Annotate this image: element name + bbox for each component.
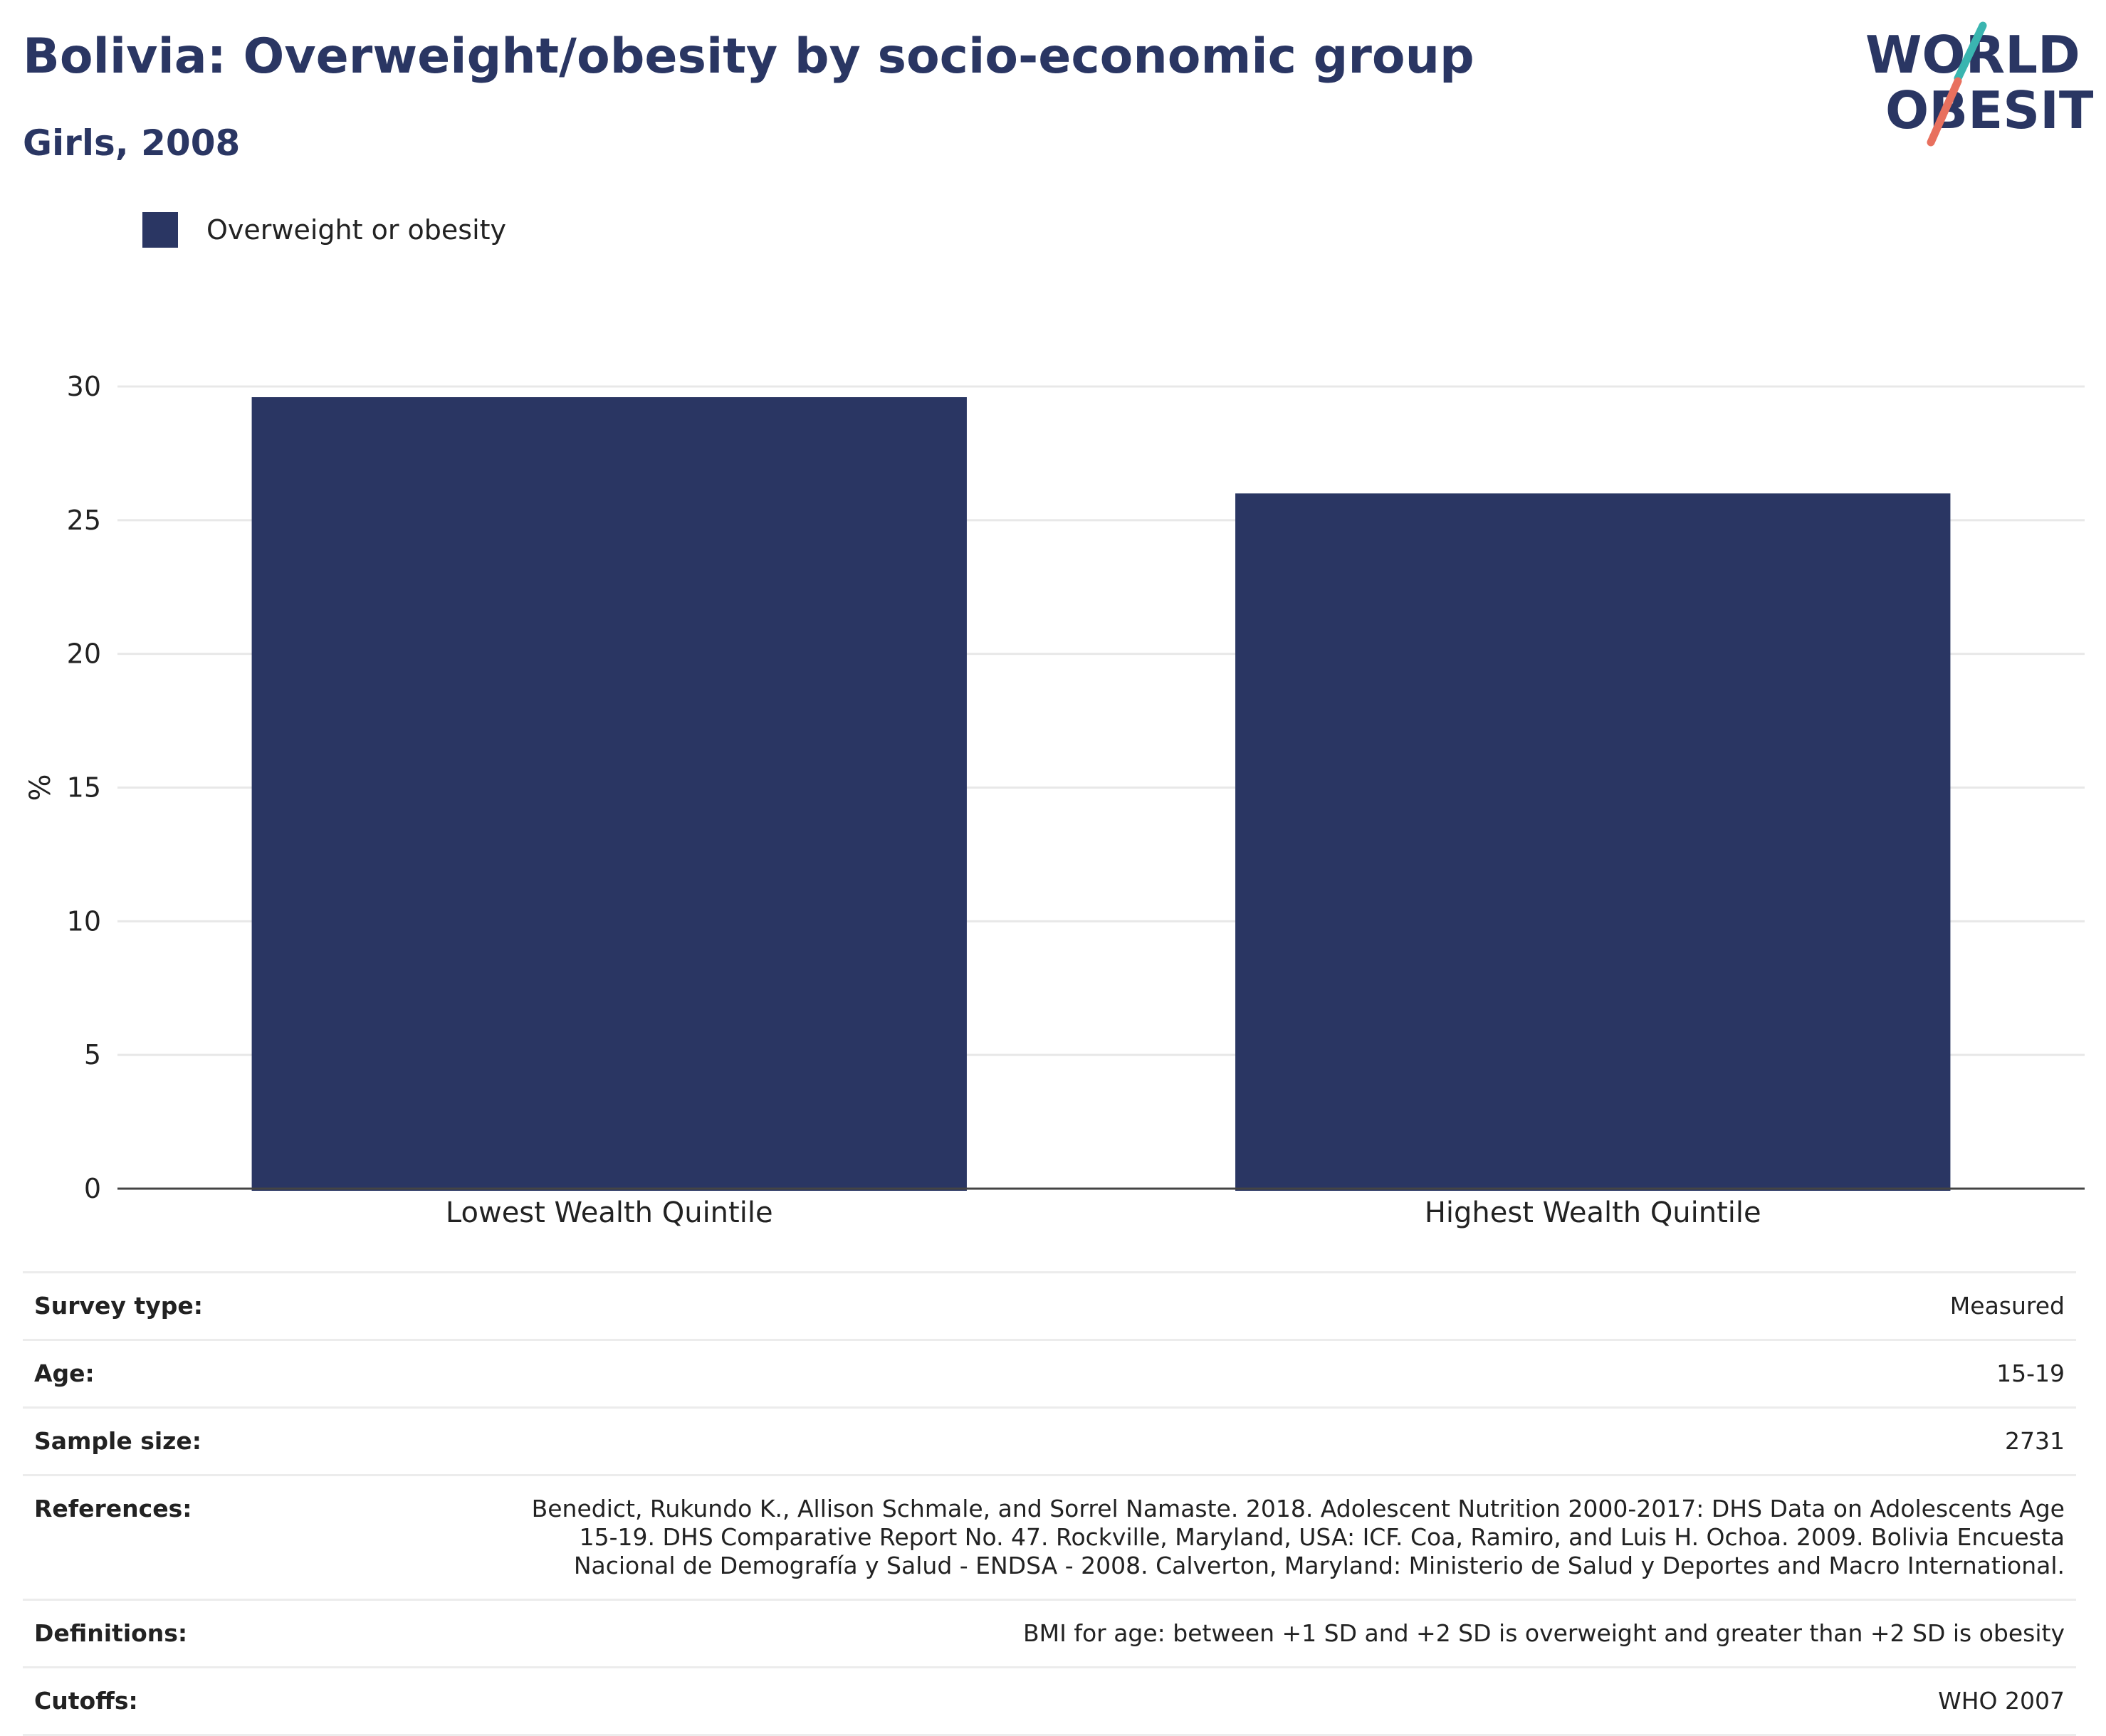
info-label: Cutoffs: <box>34 1687 138 1715</box>
info-row: Sample size: 2731 <box>23 1406 2076 1474</box>
legend-label: Overweight or obesity <box>206 214 507 246</box>
y-tick-label: 20 <box>67 638 101 670</box>
survey-info-table: Survey type: Measured Age: 15-19 Sample size… <box>23 1271 2076 1736</box>
info-row: Definitions: BMI for age: between +1 SD a… <box>23 1599 2076 1666</box>
info-value: 15-19 <box>1996 1359 2065 1387</box>
y-tick-label: 0 <box>84 1173 101 1204</box>
x-tick-label: Highest Wealth Quintile <box>1425 1196 1761 1229</box>
info-value: Measured <box>1949 1292 2065 1320</box>
info-value: WHO 2007 <box>1938 1687 2065 1715</box>
info-label: Sample size: <box>34 1427 201 1455</box>
info-row: Cutoffs: WHO 2007 <box>23 1666 2076 1736</box>
info-value: 2731 <box>2005 1427 2065 1455</box>
info-row: Age: 15-19 <box>23 1339 2076 1406</box>
info-label: Survey type: <box>34 1292 203 1320</box>
bar-chart: 0 5 10 15 20 25 30 Lowest Wealth Quintile Highes… <box>24 371 2085 1229</box>
y-tick-label: 10 <box>67 905 101 937</box>
world-obesity-logo: WORLD OBESITY <box>1865 21 2093 147</box>
info-label: Definitions: <box>34 1619 188 1647</box>
legend-swatch <box>142 212 178 248</box>
y-tick-label: 15 <box>67 772 101 804</box>
info-value: Benedict, Rukundo K., Allison Schmale, a… <box>531 1495 2065 1579</box>
logo-slash-coral <box>1927 77 1962 147</box>
info-row: Survey type: Measured <box>23 1271 2076 1339</box>
y-axis-label: % <box>24 774 57 801</box>
y-tick-label: 5 <box>84 1039 101 1070</box>
info-label: Age: <box>34 1359 95 1387</box>
chart-title: Bolivia: Overweight/obesity by socio-eco… <box>23 28 1474 85</box>
info-row: References: Benedict, Rukundo K., Allison… <box>23 1474 2076 1599</box>
bar-2 <box>1235 493 1951 1191</box>
x-tick-label: Lowest Wealth Quintile <box>446 1196 773 1229</box>
logo-line-obesity: OBESITY <box>1885 80 2093 140</box>
y-tick-label: 25 <box>67 505 101 536</box>
chart-subtitle: Girls, 2008 <box>23 122 241 164</box>
info-label: References: <box>34 1495 192 1522</box>
chart-legend: Overweight or obesity <box>142 212 506 248</box>
y-tick-label: 30 <box>67 371 101 402</box>
info-value: BMI for age: between +1 SD and +2 SD is … <box>1023 1619 2065 1647</box>
bar-1 <box>251 397 967 1191</box>
logo-slash-teal <box>1954 21 1987 83</box>
